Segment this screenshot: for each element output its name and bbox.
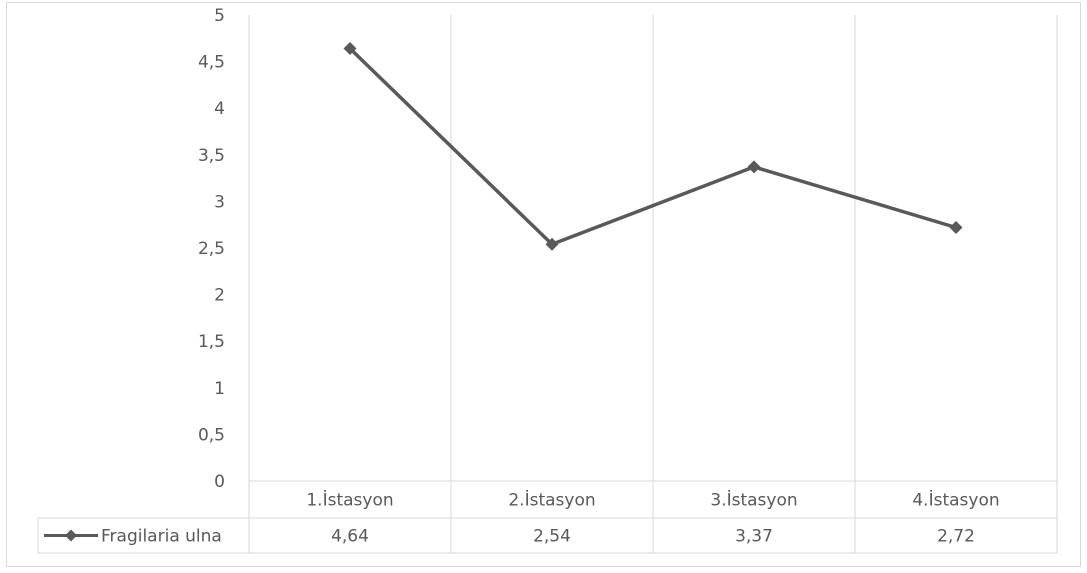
y-tick-label: 0 [214,472,225,492]
y-tick-label: 5 [214,6,225,26]
y-tick-label: 0,5 [198,425,225,445]
data-table-value: 2,72 [937,527,975,547]
y-tick-label: 1 [214,379,225,399]
data-table-value: 2,54 [533,527,571,547]
x-category-label: 4.İstasyon [912,490,999,511]
y-tick-label: 2,5 [198,239,225,259]
x-category-label: 3.İstasyon [710,490,797,511]
x-category-label: 1.İstasyon [306,490,393,511]
x-category-label: 2.İstasyon [508,490,595,511]
data-point-marker [343,42,357,56]
data-point-marker [545,237,559,251]
data-table-value: 3,37 [735,527,773,547]
data-point-marker [747,160,761,174]
data-point-marker [949,220,963,234]
y-tick-label: 4,5 [198,53,225,73]
y-tick-label: 4 [214,99,225,119]
y-tick-label: 3 [214,192,225,212]
y-tick-label: 3,5 [198,146,225,166]
chart-frame [6,2,1081,567]
legend-series-name: Fragilaria ulna [101,527,222,547]
legend-marker-key [65,529,77,542]
y-tick-label: 1,5 [198,332,225,352]
series-line [348,47,957,247]
data-table-value: 4,64 [331,527,369,547]
y-tick-label: 2 [214,286,225,306]
